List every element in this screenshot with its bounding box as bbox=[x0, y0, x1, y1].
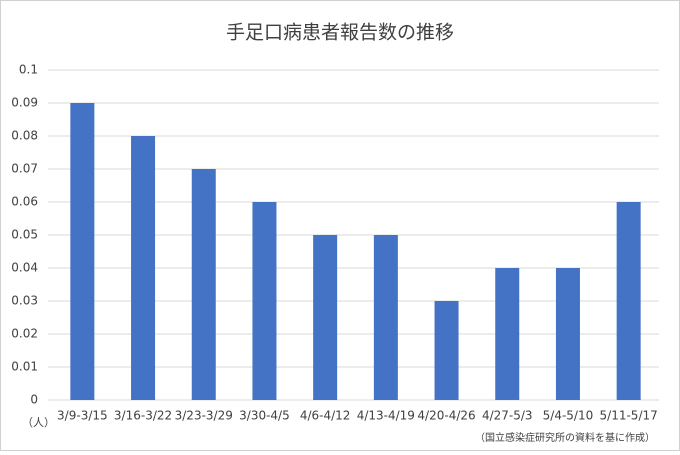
bar bbox=[434, 301, 459, 400]
x-tick-label: 5/11-5/17 bbox=[600, 409, 658, 423]
x-tick-label: 4/27-5/3 bbox=[482, 409, 533, 423]
y-tick-label: 0.07 bbox=[11, 162, 38, 176]
y-tick-label: 0.08 bbox=[11, 129, 38, 143]
x-tick-label: 4/6-4/12 bbox=[300, 409, 351, 423]
x-tick-label: 3/16-3/22 bbox=[114, 409, 172, 423]
bar bbox=[555, 268, 580, 400]
y-tick-label: 0 bbox=[30, 393, 38, 407]
bar bbox=[131, 136, 156, 400]
y-tick-label: 0.1 bbox=[19, 63, 38, 77]
x-tick-label: 3/23-3/29 bbox=[175, 409, 233, 423]
bar bbox=[70, 103, 95, 400]
x-tick-label: 3/9-3/15 bbox=[57, 409, 108, 423]
x-tick-label: 4/20-4/26 bbox=[417, 409, 475, 423]
chart-title: 手足口病患者報告数の推移 bbox=[226, 22, 454, 44]
y-tick-label: 0.01 bbox=[11, 360, 38, 374]
bar bbox=[313, 235, 338, 400]
y-tick-label: 0.04 bbox=[11, 261, 38, 275]
bar bbox=[373, 235, 398, 400]
y-tick-label: 0.03 bbox=[11, 294, 38, 308]
y-unit-label: （人） bbox=[22, 416, 55, 429]
y-tick-label: 0.02 bbox=[11, 327, 38, 341]
y-tick-label: 0.05 bbox=[11, 228, 38, 242]
bar bbox=[252, 202, 277, 400]
source-note: （国立感染症研究所の資料を基に作成） bbox=[475, 431, 655, 444]
y-tick-label: 0.06 bbox=[11, 195, 38, 209]
bar bbox=[495, 268, 520, 400]
bar bbox=[616, 202, 641, 400]
bar bbox=[191, 169, 216, 400]
y-tick-label: 0.09 bbox=[11, 96, 38, 110]
x-tick-label: 5/4-5/10 bbox=[543, 409, 594, 423]
x-tick-label: 4/13-4/19 bbox=[357, 409, 415, 423]
x-tick-label: 3/30-4/5 bbox=[239, 409, 290, 423]
